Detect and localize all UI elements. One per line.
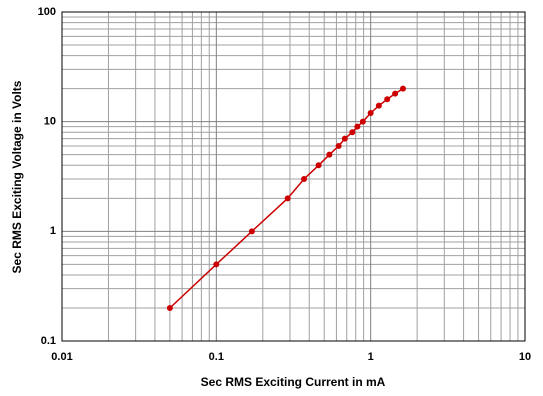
- y-tick-label: 0.1: [41, 335, 56, 347]
- point: [359, 118, 366, 125]
- point: [315, 162, 322, 169]
- point: [392, 90, 399, 97]
- x-tick-label: 0.1: [209, 351, 224, 363]
- point: [284, 195, 291, 202]
- point: [349, 129, 356, 136]
- point: [341, 135, 348, 142]
- point: [213, 261, 220, 268]
- x-tick-label: 1: [368, 351, 374, 363]
- y-tick-label: 100: [38, 6, 56, 18]
- point: [248, 228, 255, 235]
- point: [354, 123, 361, 130]
- point: [326, 151, 333, 158]
- point: [384, 96, 391, 103]
- point: [335, 142, 342, 149]
- y-tick-label: 1: [50, 225, 56, 237]
- x-axis-label: Sec RMS Exciting Current in mA: [201, 375, 386, 389]
- y-axis-label: Sec RMS Exciting Voltage in Volts: [10, 80, 24, 273]
- point: [166, 304, 173, 311]
- point: [400, 85, 407, 92]
- x-tick-label: 10: [519, 351, 531, 363]
- y-tick-label: 10: [44, 116, 56, 128]
- point: [301, 176, 308, 183]
- point: [375, 102, 382, 109]
- plot-frame: [61, 11, 526, 342]
- point: [367, 109, 374, 116]
- x-tick-label: 0.01: [51, 351, 72, 363]
